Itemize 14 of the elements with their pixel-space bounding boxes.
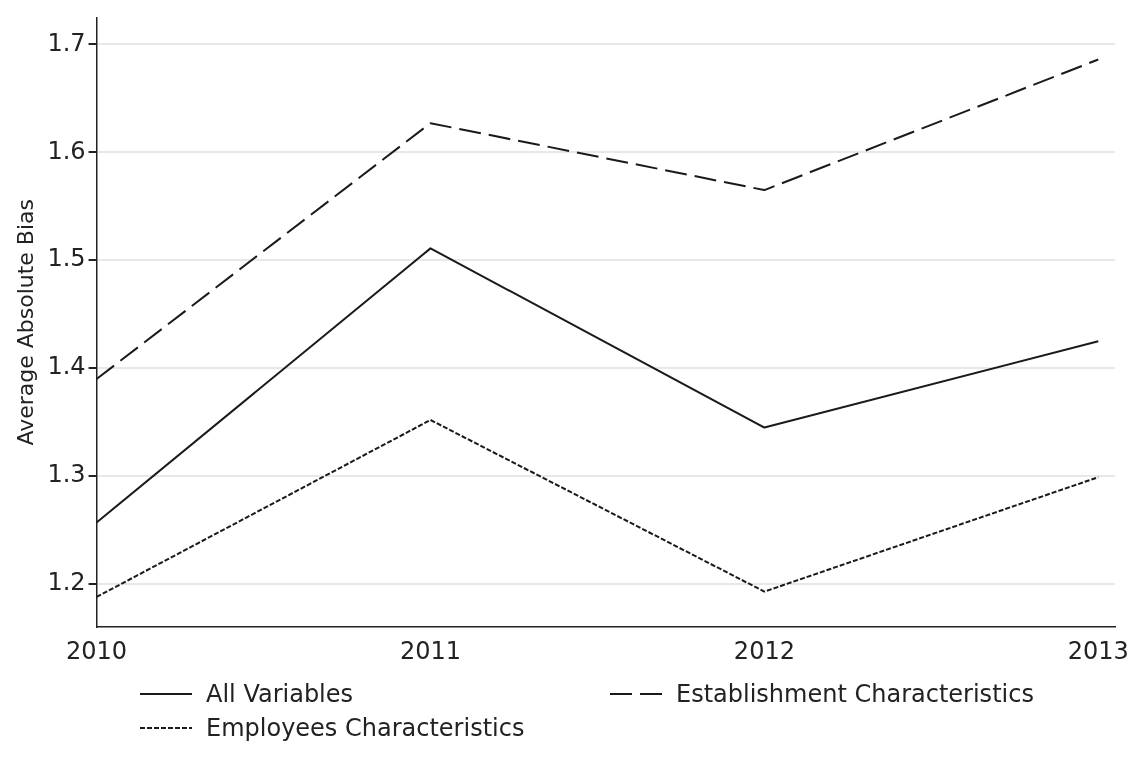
y-axis-title: Average Absolute Bias xyxy=(12,198,38,446)
legend-label: Employees Characteristics xyxy=(206,714,525,742)
x-tick-label: 2012 xyxy=(733,636,795,665)
y-tick-label: 1.6 xyxy=(47,136,86,165)
y-tick-label: 1.5 xyxy=(47,244,86,273)
x-tick-label: 2011 xyxy=(399,636,462,665)
x-tick-label: 2013 xyxy=(1067,636,1129,665)
legend-label: Establishment Characteristics xyxy=(676,680,1034,708)
x-tick-label: 2010 xyxy=(66,636,128,665)
y-tick-label: 1.3 xyxy=(47,460,86,489)
legend-label: All Variables xyxy=(206,680,354,708)
y-tick-label: 1.7 xyxy=(47,28,86,57)
y-tick-label: 1.4 xyxy=(47,352,86,381)
y-tick-label: 1.2 xyxy=(47,568,86,597)
